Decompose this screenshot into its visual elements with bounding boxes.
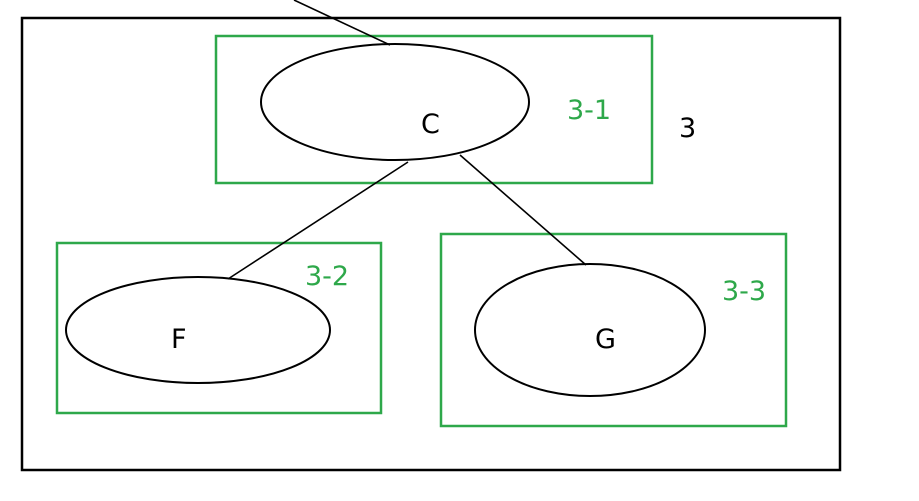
node-g	[474, 263, 706, 397]
group-box-3-1	[214, 34, 654, 185]
group-label-3-3: 3-3	[722, 276, 766, 307]
edge-c-to-f	[227, 161, 409, 280]
group-box-3-2	[55, 241, 383, 415]
edge-c-to-g	[459, 154, 587, 266]
group-label-3-1: 3-1	[567, 95, 611, 126]
node-label-c: C	[421, 109, 440, 140]
node-c	[260, 43, 530, 161]
group-box-3-3	[439, 232, 788, 428]
node-label-f: F	[171, 324, 187, 355]
edge-external-to-c	[293, 0, 391, 46]
node-f	[65, 276, 331, 384]
node-label-g: G	[595, 324, 616, 355]
outer-group-box	[20, 16, 842, 472]
outer-group-label: 3	[679, 113, 696, 144]
group-label-3-2: 3-2	[305, 261, 349, 292]
